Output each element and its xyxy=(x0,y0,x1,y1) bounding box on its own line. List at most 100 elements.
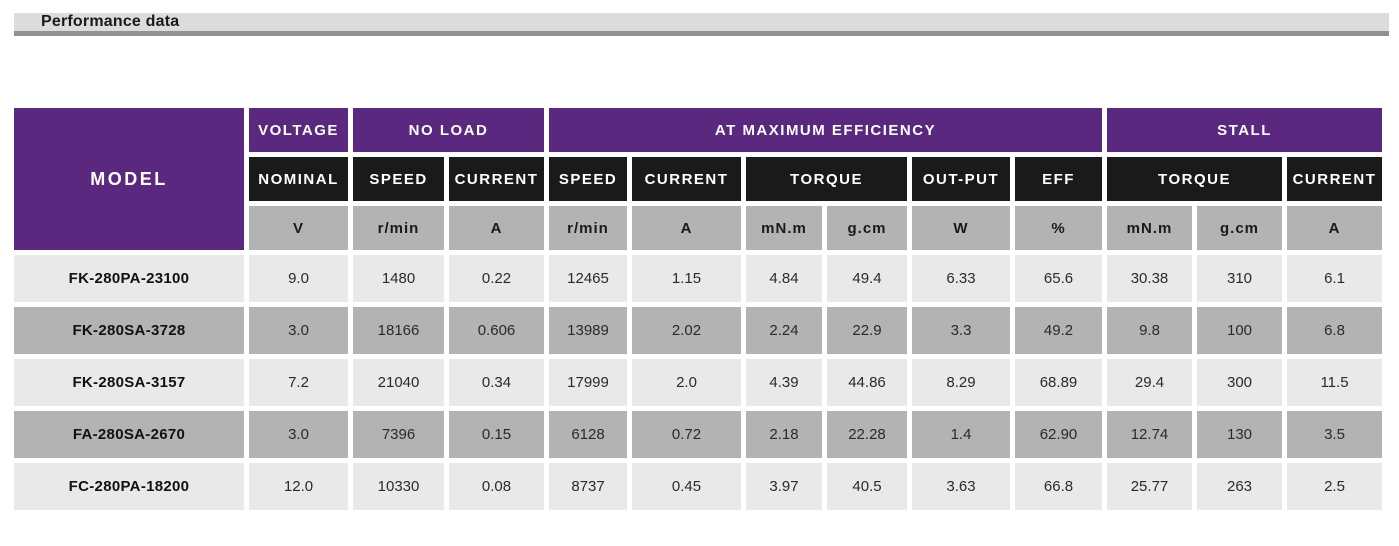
performance-table-wrap: MODEL VOLTAGE NO LOAD AT MAXIMUM EFFICIE… xyxy=(9,103,1399,515)
cell-value: 130 xyxy=(1197,411,1282,458)
section-title: Performance data xyxy=(41,13,180,30)
subheader-stall-current: CURRENT xyxy=(1287,157,1382,201)
table-row: FK-280PA-23100 9.0 1480 0.22 12465 1.15 … xyxy=(14,255,1382,302)
cell-value: 0.45 xyxy=(632,463,741,510)
model-name: FK-280SA-3157 xyxy=(14,359,244,406)
cell-value: 21040 xyxy=(353,359,444,406)
group-header-no-load: NO LOAD xyxy=(353,108,544,152)
unit-maxeff-current: A xyxy=(632,206,741,250)
table-row: FK-280SA-3157 7.2 21040 0.34 17999 2.0 4… xyxy=(14,359,1382,406)
subheader-maxeff-speed: SPEED xyxy=(549,157,627,201)
subheader-output: OUT-PUT xyxy=(912,157,1010,201)
table-row: FC-280PA-18200 12.0 10330 0.08 8737 0.45… xyxy=(14,463,1382,510)
cell-value: 2.02 xyxy=(632,307,741,354)
cell-value: 66.8 xyxy=(1015,463,1102,510)
cell-value: 3.0 xyxy=(249,307,348,354)
unit-maxeff-torque-gcm: g.cm xyxy=(827,206,907,250)
model-name: FC-280PA-18200 xyxy=(14,463,244,510)
cell-value: 62.90 xyxy=(1015,411,1102,458)
cell-value: 12.0 xyxy=(249,463,348,510)
group-header-voltage: VOLTAGE xyxy=(249,108,348,152)
cell-value: 9.0 xyxy=(249,255,348,302)
unit-output-w: W xyxy=(912,206,1010,250)
unit-maxeff-torque-mnm: mN.m xyxy=(746,206,822,250)
unit-noload-current: A xyxy=(449,206,544,250)
cell-value: 2.18 xyxy=(746,411,822,458)
unit-stall-current: A xyxy=(1287,206,1382,250)
unit-eff-percent: % xyxy=(1015,206,1102,250)
model-name: FK-280SA-3728 xyxy=(14,307,244,354)
cell-value: 6.33 xyxy=(912,255,1010,302)
cell-value: 30.38 xyxy=(1107,255,1192,302)
cell-value: 7396 xyxy=(353,411,444,458)
cell-value: 49.2 xyxy=(1015,307,1102,354)
page: Performance data MODEL VOLTAGE NO LOAD A… xyxy=(0,13,1399,515)
table-row: FA-280SA-2670 3.0 7396 0.15 6128 0.72 2.… xyxy=(14,411,1382,458)
cell-value: 4.84 xyxy=(746,255,822,302)
cell-value: 12465 xyxy=(549,255,627,302)
cell-value: 0.72 xyxy=(632,411,741,458)
cell-value: 3.5 xyxy=(1287,411,1382,458)
cell-value: 10330 xyxy=(353,463,444,510)
cell-value: 44.86 xyxy=(827,359,907,406)
cell-value: 3.97 xyxy=(746,463,822,510)
unit-maxeff-speed: r/min xyxy=(549,206,627,250)
model-header-cell: MODEL xyxy=(14,108,244,250)
cell-value: 2.0 xyxy=(632,359,741,406)
unit-stall-torque-gcm: g.cm xyxy=(1197,206,1282,250)
unit-stall-torque-mnm: mN.m xyxy=(1107,206,1192,250)
cell-value: 0.606 xyxy=(449,307,544,354)
group-header-stall: STALL xyxy=(1107,108,1382,152)
subheader-eff: EFF xyxy=(1015,157,1102,201)
cell-value: 49.4 xyxy=(827,255,907,302)
cell-value: 0.22 xyxy=(449,255,544,302)
cell-value: 2.5 xyxy=(1287,463,1382,510)
performance-table: MODEL VOLTAGE NO LOAD AT MAXIMUM EFFICIE… xyxy=(9,103,1387,515)
cell-value: 6.1 xyxy=(1287,255,1382,302)
cell-value: 18166 xyxy=(353,307,444,354)
cell-value: 3.63 xyxy=(912,463,1010,510)
cell-value: 7.2 xyxy=(249,359,348,406)
cell-value: 12.74 xyxy=(1107,411,1192,458)
cell-value: 22.28 xyxy=(827,411,907,458)
subheader-maxeff-current: CURRENT xyxy=(632,157,741,201)
cell-value: 1480 xyxy=(353,255,444,302)
unit-noload-speed: r/min xyxy=(353,206,444,250)
model-name: FA-280SA-2670 xyxy=(14,411,244,458)
model-name: FK-280PA-23100 xyxy=(14,255,244,302)
cell-value: 8737 xyxy=(549,463,627,510)
cell-value: 0.34 xyxy=(449,359,544,406)
subheader-nominal: NOMINAL xyxy=(249,157,348,201)
cell-value: 1.4 xyxy=(912,411,1010,458)
sub-header-row: NOMINAL SPEED CURRENT SPEED CURRENT TORQ… xyxy=(14,157,1382,201)
cell-value: 300 xyxy=(1197,359,1282,406)
units-row: V r/min A r/min A mN.m g.cm W % mN.m g.c… xyxy=(14,206,1382,250)
cell-value: 8.29 xyxy=(912,359,1010,406)
cell-value: 3.3 xyxy=(912,307,1010,354)
group-header-max-efficiency: AT MAXIMUM EFFICIENCY xyxy=(549,108,1102,152)
cell-value: 29.4 xyxy=(1107,359,1192,406)
subheader-maxeff-torque: TORQUE xyxy=(746,157,907,201)
cell-value: 65.6 xyxy=(1015,255,1102,302)
group-header-row: MODEL VOLTAGE NO LOAD AT MAXIMUM EFFICIE… xyxy=(14,108,1382,250)
cell-value: 11.5 xyxy=(1287,359,1382,406)
cell-value: 0.08 xyxy=(449,463,544,510)
table-row: FK-280SA-3728 3.0 18166 0.606 13989 2.02… xyxy=(14,307,1382,354)
unit-voltage-v: V xyxy=(249,206,348,250)
section-title-bar: Performance data xyxy=(14,13,1389,36)
cell-value: 40.5 xyxy=(827,463,907,510)
subheader-noload-current: CURRENT xyxy=(449,157,544,201)
cell-value: 6128 xyxy=(549,411,627,458)
cell-value: 22.9 xyxy=(827,307,907,354)
cell-value: 2.24 xyxy=(746,307,822,354)
cell-value: 9.8 xyxy=(1107,307,1192,354)
cell-value: 100 xyxy=(1197,307,1282,354)
cell-value: 6.8 xyxy=(1287,307,1382,354)
cell-value: 25.77 xyxy=(1107,463,1192,510)
cell-value: 263 xyxy=(1197,463,1282,510)
subheader-noload-speed: SPEED xyxy=(353,157,444,201)
cell-value: 68.89 xyxy=(1015,359,1102,406)
cell-value: 1.15 xyxy=(632,255,741,302)
cell-value: 310 xyxy=(1197,255,1282,302)
cell-value: 4.39 xyxy=(746,359,822,406)
